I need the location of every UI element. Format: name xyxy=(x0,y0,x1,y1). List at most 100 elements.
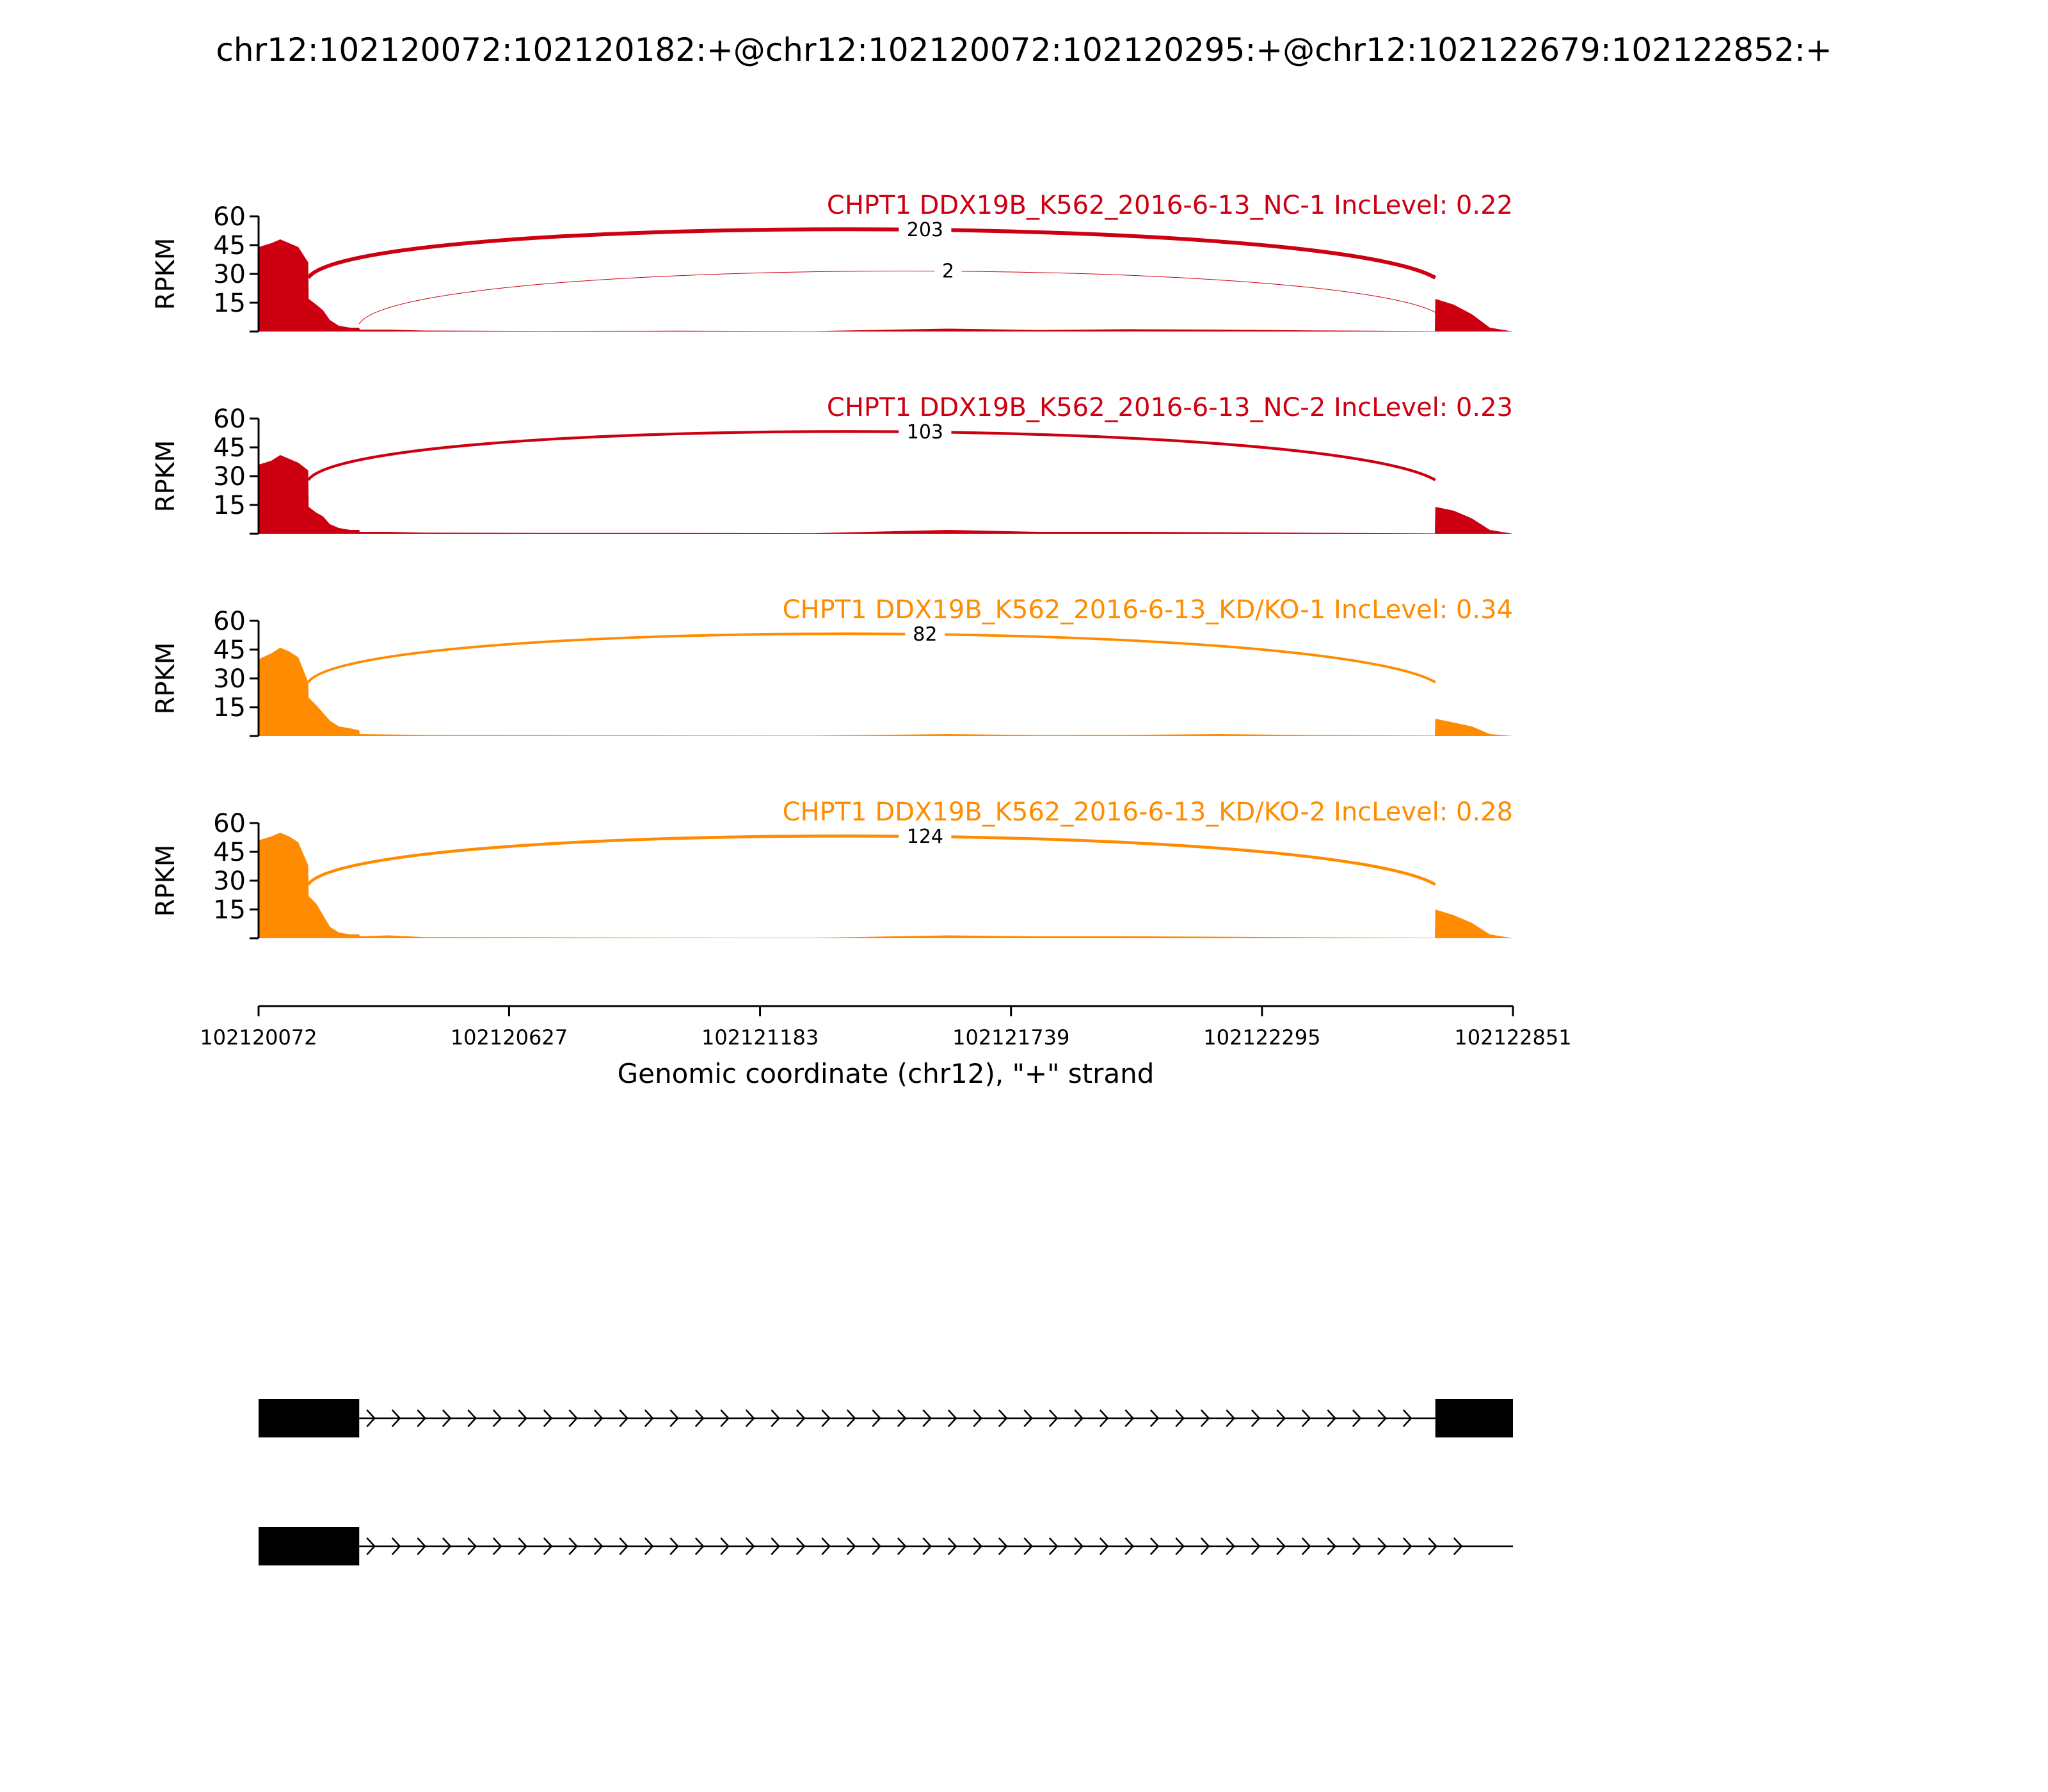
strand-arrow-icon xyxy=(947,1409,957,1427)
y-tick-label: 45 xyxy=(213,433,246,463)
x-tick-label: 102122851 xyxy=(1454,1025,1571,1050)
strand-arrow-icon xyxy=(1124,1537,1134,1555)
strand-arrow-icon xyxy=(543,1409,553,1427)
strand-arrow-icon xyxy=(492,1409,502,1427)
exon-block xyxy=(259,1527,360,1565)
strand-arrow-icon xyxy=(1124,1409,1134,1427)
junction-arc xyxy=(358,270,1436,324)
strand-arrow-icon xyxy=(1048,1537,1059,1555)
y-tick-label: 15 xyxy=(213,491,246,520)
x-tick-label: 102121739 xyxy=(952,1025,1069,1050)
strand-arrow-icon xyxy=(1048,1409,1059,1427)
strand-arrow-icon xyxy=(619,1537,628,1555)
strand-arrow-icon xyxy=(1377,1537,1387,1555)
strand-arrow-icon xyxy=(694,1409,705,1427)
junction-arc xyxy=(307,430,1436,481)
y-tick-label: 30 xyxy=(213,664,246,694)
strand-arrow-icon xyxy=(694,1537,705,1555)
strand-arrow-icon xyxy=(593,1537,604,1555)
strand-arrow-icon xyxy=(897,1537,907,1555)
strand-arrow-icon xyxy=(417,1537,426,1555)
coverage-area xyxy=(259,455,1513,534)
strand-arrow-icon xyxy=(543,1537,553,1555)
sample-label: CHPT1 DDX19B_K562_2016-6-13_KD/KO-2 IncL… xyxy=(783,797,1513,827)
y-tick-label: 15 xyxy=(213,693,246,723)
strand-arrow-icon xyxy=(1276,1537,1286,1555)
strand-arrow-icon xyxy=(1200,1409,1210,1427)
strand-arrow-icon xyxy=(1149,1409,1160,1427)
junction-count-box xyxy=(934,258,962,282)
strand-arrow-icon xyxy=(593,1409,604,1427)
strand-arrow-icon xyxy=(796,1537,806,1555)
y-tick-label: 60 xyxy=(213,809,246,838)
strand-arrow-icon xyxy=(846,1537,856,1555)
y-tick-label: 30 xyxy=(213,260,246,289)
y-tick-label: 45 xyxy=(213,636,246,665)
strand-arrow-icon xyxy=(518,1537,527,1555)
strand-arrow-icon xyxy=(1251,1409,1261,1427)
junction-count-box xyxy=(899,824,952,847)
strand-arrow-icon xyxy=(518,1409,527,1427)
isoform-track xyxy=(259,1399,1513,1565)
strand-arrow-icon xyxy=(1074,1409,1084,1427)
sample-label: CHPT1 DDX19B_K562_2016-6-13_KD/KO-1 IncL… xyxy=(783,595,1513,625)
strand-arrow-icon xyxy=(1023,1409,1033,1427)
strand-arrow-icon xyxy=(366,1409,376,1427)
y-tick-label: 30 xyxy=(213,462,246,492)
strand-arrow-icon xyxy=(720,1537,730,1555)
strand-arrow-icon xyxy=(366,1537,376,1555)
strand-arrow-icon xyxy=(922,1537,932,1555)
x-tick-label: 102120627 xyxy=(451,1025,568,1050)
strand-arrow-icon xyxy=(1226,1409,1235,1427)
junction-count: 103 xyxy=(907,421,943,444)
junction-count: 2 xyxy=(942,260,954,283)
y-axis-label: RPKM xyxy=(151,238,180,310)
strand-arrow-icon xyxy=(1175,1409,1185,1427)
junction-count-box xyxy=(905,621,945,645)
y-tick-label: 30 xyxy=(213,867,246,896)
strand-arrow-icon xyxy=(644,1537,654,1555)
strand-arrow-icon xyxy=(669,1409,679,1427)
strand-arrow-icon xyxy=(1251,1537,1261,1555)
isoform-1 xyxy=(259,1399,1513,1437)
strand-arrow-icon xyxy=(417,1409,426,1427)
strand-arrow-icon xyxy=(1301,1537,1311,1555)
strand-arrow-icon xyxy=(872,1537,881,1555)
strand-arrow-icon xyxy=(973,1409,982,1427)
strand-arrow-icon xyxy=(1276,1409,1286,1427)
y-axis-label: RPKM xyxy=(151,440,180,513)
strand-arrow-icon xyxy=(745,1409,755,1427)
strand-arrow-icon xyxy=(720,1409,730,1427)
sample-label: CHPT1 DDX19B_K562_2016-6-13_NC-2 IncLeve… xyxy=(827,393,1513,422)
strand-arrow-icon xyxy=(467,1409,477,1427)
x-axis-label: Genomic coordinate (chr12), "+" strand xyxy=(618,1058,1155,1089)
y-tick-label: 15 xyxy=(213,895,246,925)
strand-arrow-icon xyxy=(872,1409,881,1427)
coverage-area xyxy=(259,648,1513,736)
strand-arrow-icon xyxy=(1200,1537,1210,1555)
strand-arrow-icon xyxy=(442,1409,452,1427)
strand-arrow-icon xyxy=(1175,1537,1185,1555)
strand-arrow-icon xyxy=(1074,1537,1084,1555)
strand-arrow-icon xyxy=(998,1409,1008,1427)
strand-arrow-icon xyxy=(669,1537,679,1555)
strand-arrow-icon xyxy=(1428,1537,1437,1555)
strand-arrow-icon xyxy=(821,1537,831,1555)
strand-arrow-icon xyxy=(1453,1537,1463,1555)
x-tick-label: 102121183 xyxy=(701,1025,819,1050)
junction-count: 82 xyxy=(913,623,937,646)
y-tick-label: 60 xyxy=(213,404,246,434)
junction-arc xyxy=(307,834,1436,886)
strand-arrow-icon xyxy=(1352,1537,1362,1555)
strand-arrow-icon xyxy=(568,1537,578,1555)
strand-arrow-icon xyxy=(796,1409,806,1427)
x-tick-label: 102122295 xyxy=(1203,1025,1320,1050)
y-tick-label: 15 xyxy=(213,289,246,318)
strand-arrow-icon xyxy=(745,1537,755,1555)
y-tick-label: 45 xyxy=(213,231,246,260)
strand-arrow-icon xyxy=(771,1537,780,1555)
strand-arrow-icon xyxy=(922,1409,932,1427)
junction-count: 124 xyxy=(907,826,943,848)
